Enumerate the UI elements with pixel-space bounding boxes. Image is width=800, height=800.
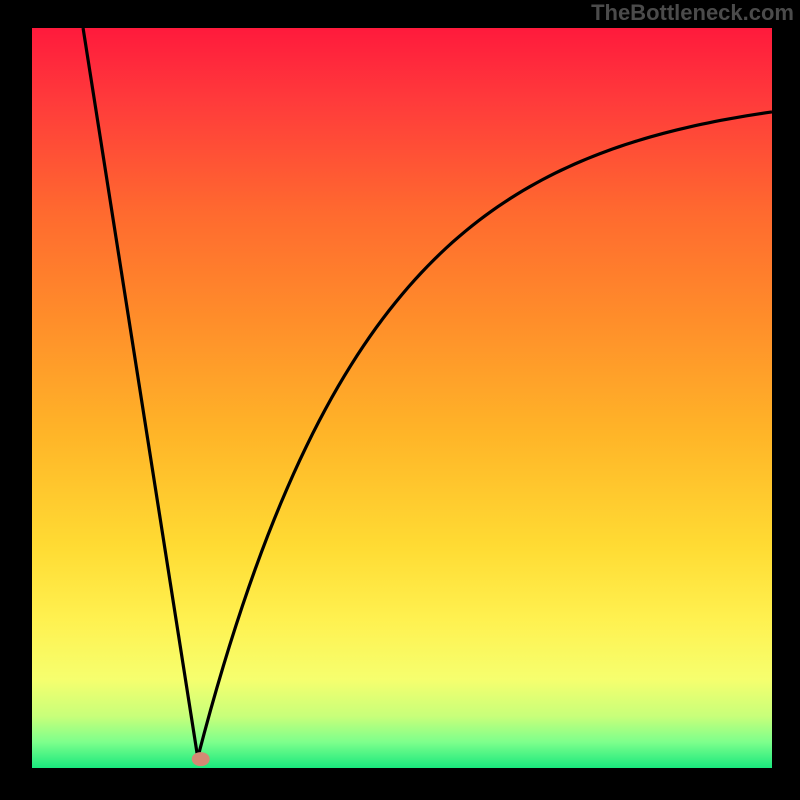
chart-frame: TheBottleneck.com [0,0,800,800]
chart-svg [32,28,772,768]
dip-marker [192,752,210,766]
gradient-background [32,28,772,768]
plot-area [32,28,772,768]
watermark-text: TheBottleneck.com [591,0,794,26]
